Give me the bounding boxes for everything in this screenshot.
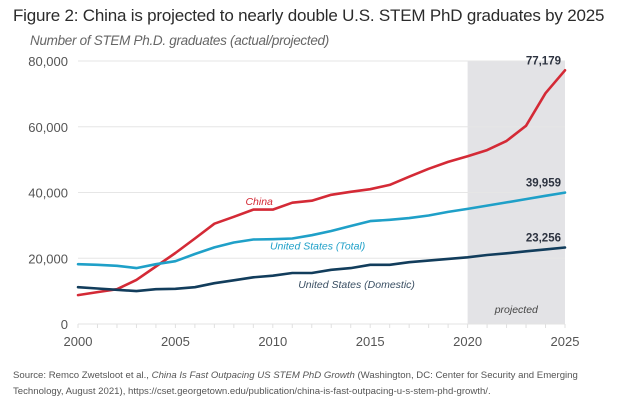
- x-tick-label: 2010: [258, 334, 287, 349]
- x-tick-label: 2000: [64, 334, 93, 349]
- source-title: China Is Fast Outpacing US STEM PhD Grow…: [151, 370, 355, 381]
- series-label-united-states-total: United States (Total): [270, 241, 365, 253]
- chart-title: Figure 2: China is projected to nearly d…: [13, 6, 605, 25]
- x-tick-label: 2015: [356, 334, 385, 349]
- x-tick-label: 2005: [161, 334, 190, 349]
- y-tick-label: 0: [61, 317, 68, 332]
- series-line-united-states-total: [76, 191, 567, 270]
- series-label-china: China: [245, 196, 273, 208]
- y-axis-title: Number of STEM Ph.D. graduates (actual/p…: [30, 33, 329, 48]
- end-value-label-united-states-domestic: 23,256: [526, 233, 561, 245]
- y-tick-label: 20,000: [28, 251, 68, 266]
- source-prefix: Source: Remco Zwetsloot et al.,: [13, 370, 152, 381]
- x-tick-label: 2020: [453, 334, 482, 349]
- y-tick-label: 80,000: [28, 54, 68, 69]
- projected-label: projected: [494, 304, 539, 316]
- end-value-label-china: 77,179: [526, 55, 561, 67]
- series-label-united-states-domestic: United States (Domestic): [298, 279, 415, 291]
- series-line-united-states-domestic: [76, 246, 567, 293]
- x-tick-label: 2025: [551, 334, 580, 349]
- source-suffix: (Washington, DC: Center for Security and…: [13, 370, 578, 397]
- end-value-label-united-states-total: 39,959: [526, 178, 561, 190]
- line-chart: projected 0 20,000 40,000 60,000 80,000 2000 2…: [28, 54, 580, 349]
- y-tick-label: 60,000: [28, 120, 68, 135]
- source-note: Source: Remco Zwetsloot et al., China Is…: [13, 368, 613, 400]
- y-tick-label: 40,000: [28, 186, 68, 201]
